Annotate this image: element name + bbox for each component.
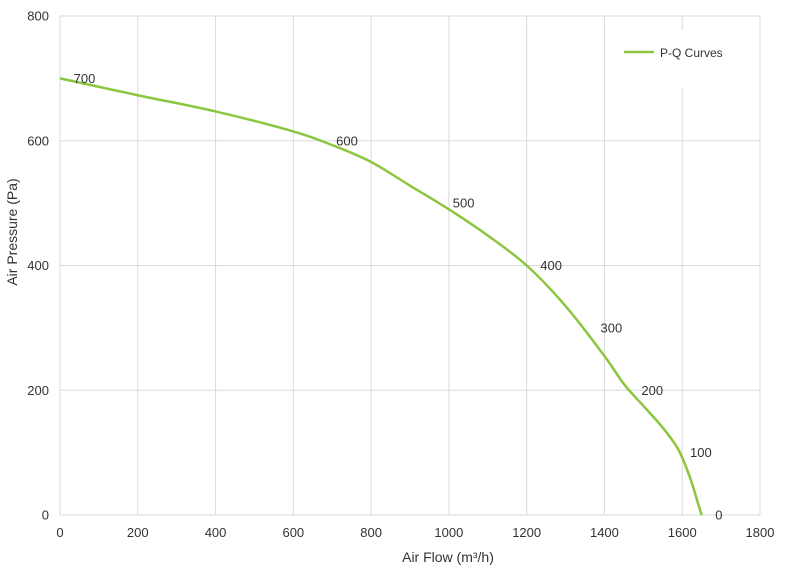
x-tick-label: 1600 [668, 525, 697, 540]
y-axis-ticks: 0 200 400 600 800 [27, 9, 49, 523]
x-axis-ticks: 0 200 400 600 800 1000 1200 1400 1600 1800 [56, 525, 774, 540]
x-tick-label: 200 [127, 525, 149, 540]
series-line-pq-curves [59, 77, 703, 516]
x-tick-label: 0 [56, 525, 63, 540]
y-tick-label: 0 [42, 508, 49, 523]
x-tick-label: 1000 [434, 525, 463, 540]
y-tick-label: 400 [27, 258, 49, 273]
x-tick-label: 1400 [590, 525, 619, 540]
x-tick-label: 1200 [512, 525, 541, 540]
data-labels: 700 600 500 400 300 200 100 0 [74, 71, 723, 523]
data-label: 300 [601, 320, 623, 335]
x-tick-label: 400 [205, 525, 227, 540]
x-axis-title: Air Flow (m³/h) [402, 549, 494, 565]
data-label: 0 [715, 508, 722, 523]
x-tick-label: 1800 [746, 525, 775, 540]
data-label: 100 [690, 445, 712, 460]
series-group [59, 77, 703, 516]
y-tick-label: 200 [27, 383, 49, 398]
data-label: 500 [453, 196, 475, 211]
legend: P-Q Curves [612, 30, 740, 88]
x-tick-label: 600 [282, 525, 304, 540]
data-label: 600 [336, 133, 358, 148]
grid [59, 15, 761, 516]
y-tick-label: 600 [27, 133, 49, 148]
legend-label: P-Q Curves [660, 46, 723, 60]
y-axis-title: Air Pressure (Pa) [4, 178, 20, 285]
data-label: 700 [74, 71, 96, 86]
legend-background [612, 30, 740, 88]
data-label: 400 [540, 258, 562, 273]
y-tick-label: 800 [27, 9, 49, 24]
data-label: 200 [641, 383, 663, 398]
x-tick-label: 800 [360, 525, 382, 540]
